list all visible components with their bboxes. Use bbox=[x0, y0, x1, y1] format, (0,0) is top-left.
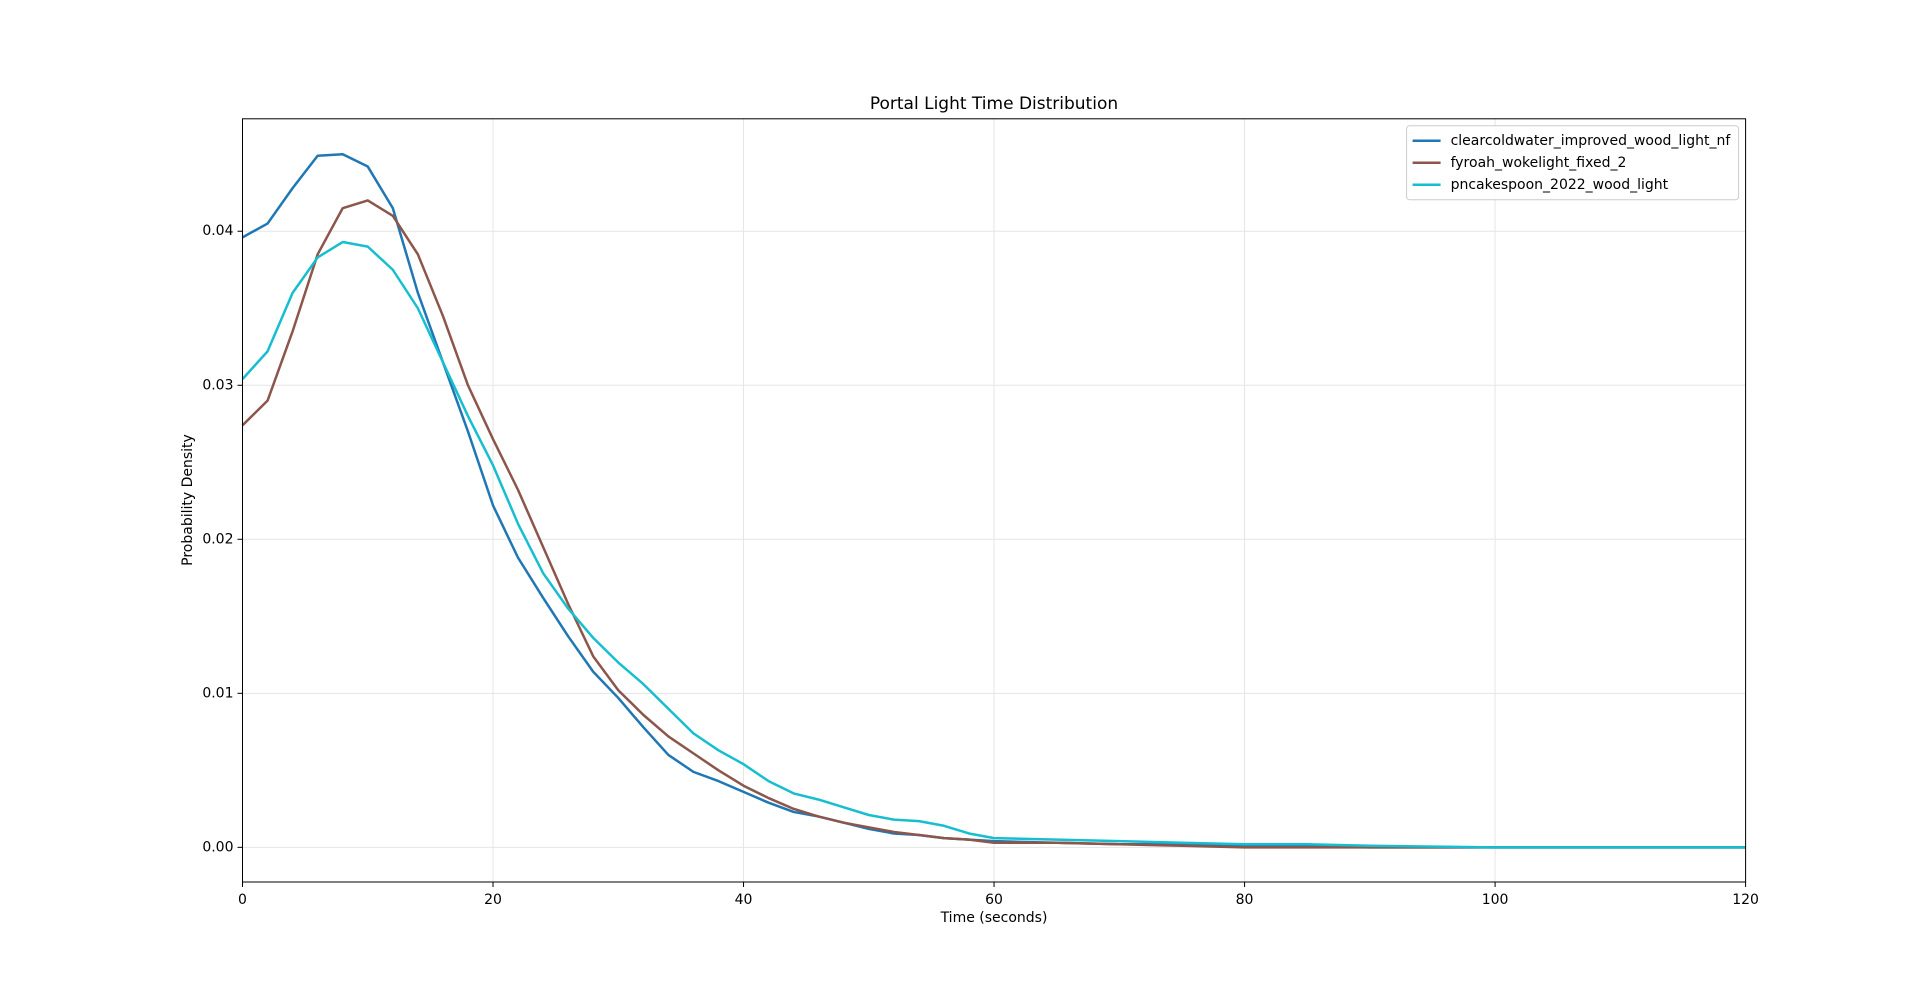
line-series bbox=[241, 240, 1746, 849]
plot-frame bbox=[242, 118, 1747, 883]
y-tick-label: 0.04 bbox=[202, 223, 233, 239]
chart-title: Portal Light Time Distribution bbox=[870, 94, 1118, 114]
x-tick-label: 120 bbox=[1732, 892, 1759, 908]
legend-box bbox=[1406, 125, 1740, 201]
x-tick-label: 80 bbox=[1236, 892, 1254, 908]
line-series bbox=[241, 199, 1746, 849]
legend-label: pncakespoon_2022_wood_light bbox=[1451, 177, 1669, 193]
x-tick-label: 0 bbox=[238, 892, 247, 908]
x-axis-label: Time (seconds) bbox=[940, 910, 1048, 926]
legend-label: fyroah_wokelight_fixed_2 bbox=[1451, 155, 1627, 171]
y-tick-label: 0.01 bbox=[202, 685, 233, 701]
x-tick-label: 60 bbox=[985, 892, 1003, 908]
y-tick-label: 0.02 bbox=[202, 531, 233, 547]
y-tick-label: 0.03 bbox=[202, 377, 233, 393]
x-tick-label: 40 bbox=[735, 892, 753, 908]
y-tick-label: 0.00 bbox=[202, 839, 233, 855]
legend-label: clearcoldwater_improved_wood_light_nf bbox=[1451, 133, 1732, 149]
y-axis-label: Probability Density bbox=[180, 434, 196, 566]
x-tick-label: 100 bbox=[1482, 892, 1509, 908]
x-tick-label: 20 bbox=[484, 892, 502, 908]
